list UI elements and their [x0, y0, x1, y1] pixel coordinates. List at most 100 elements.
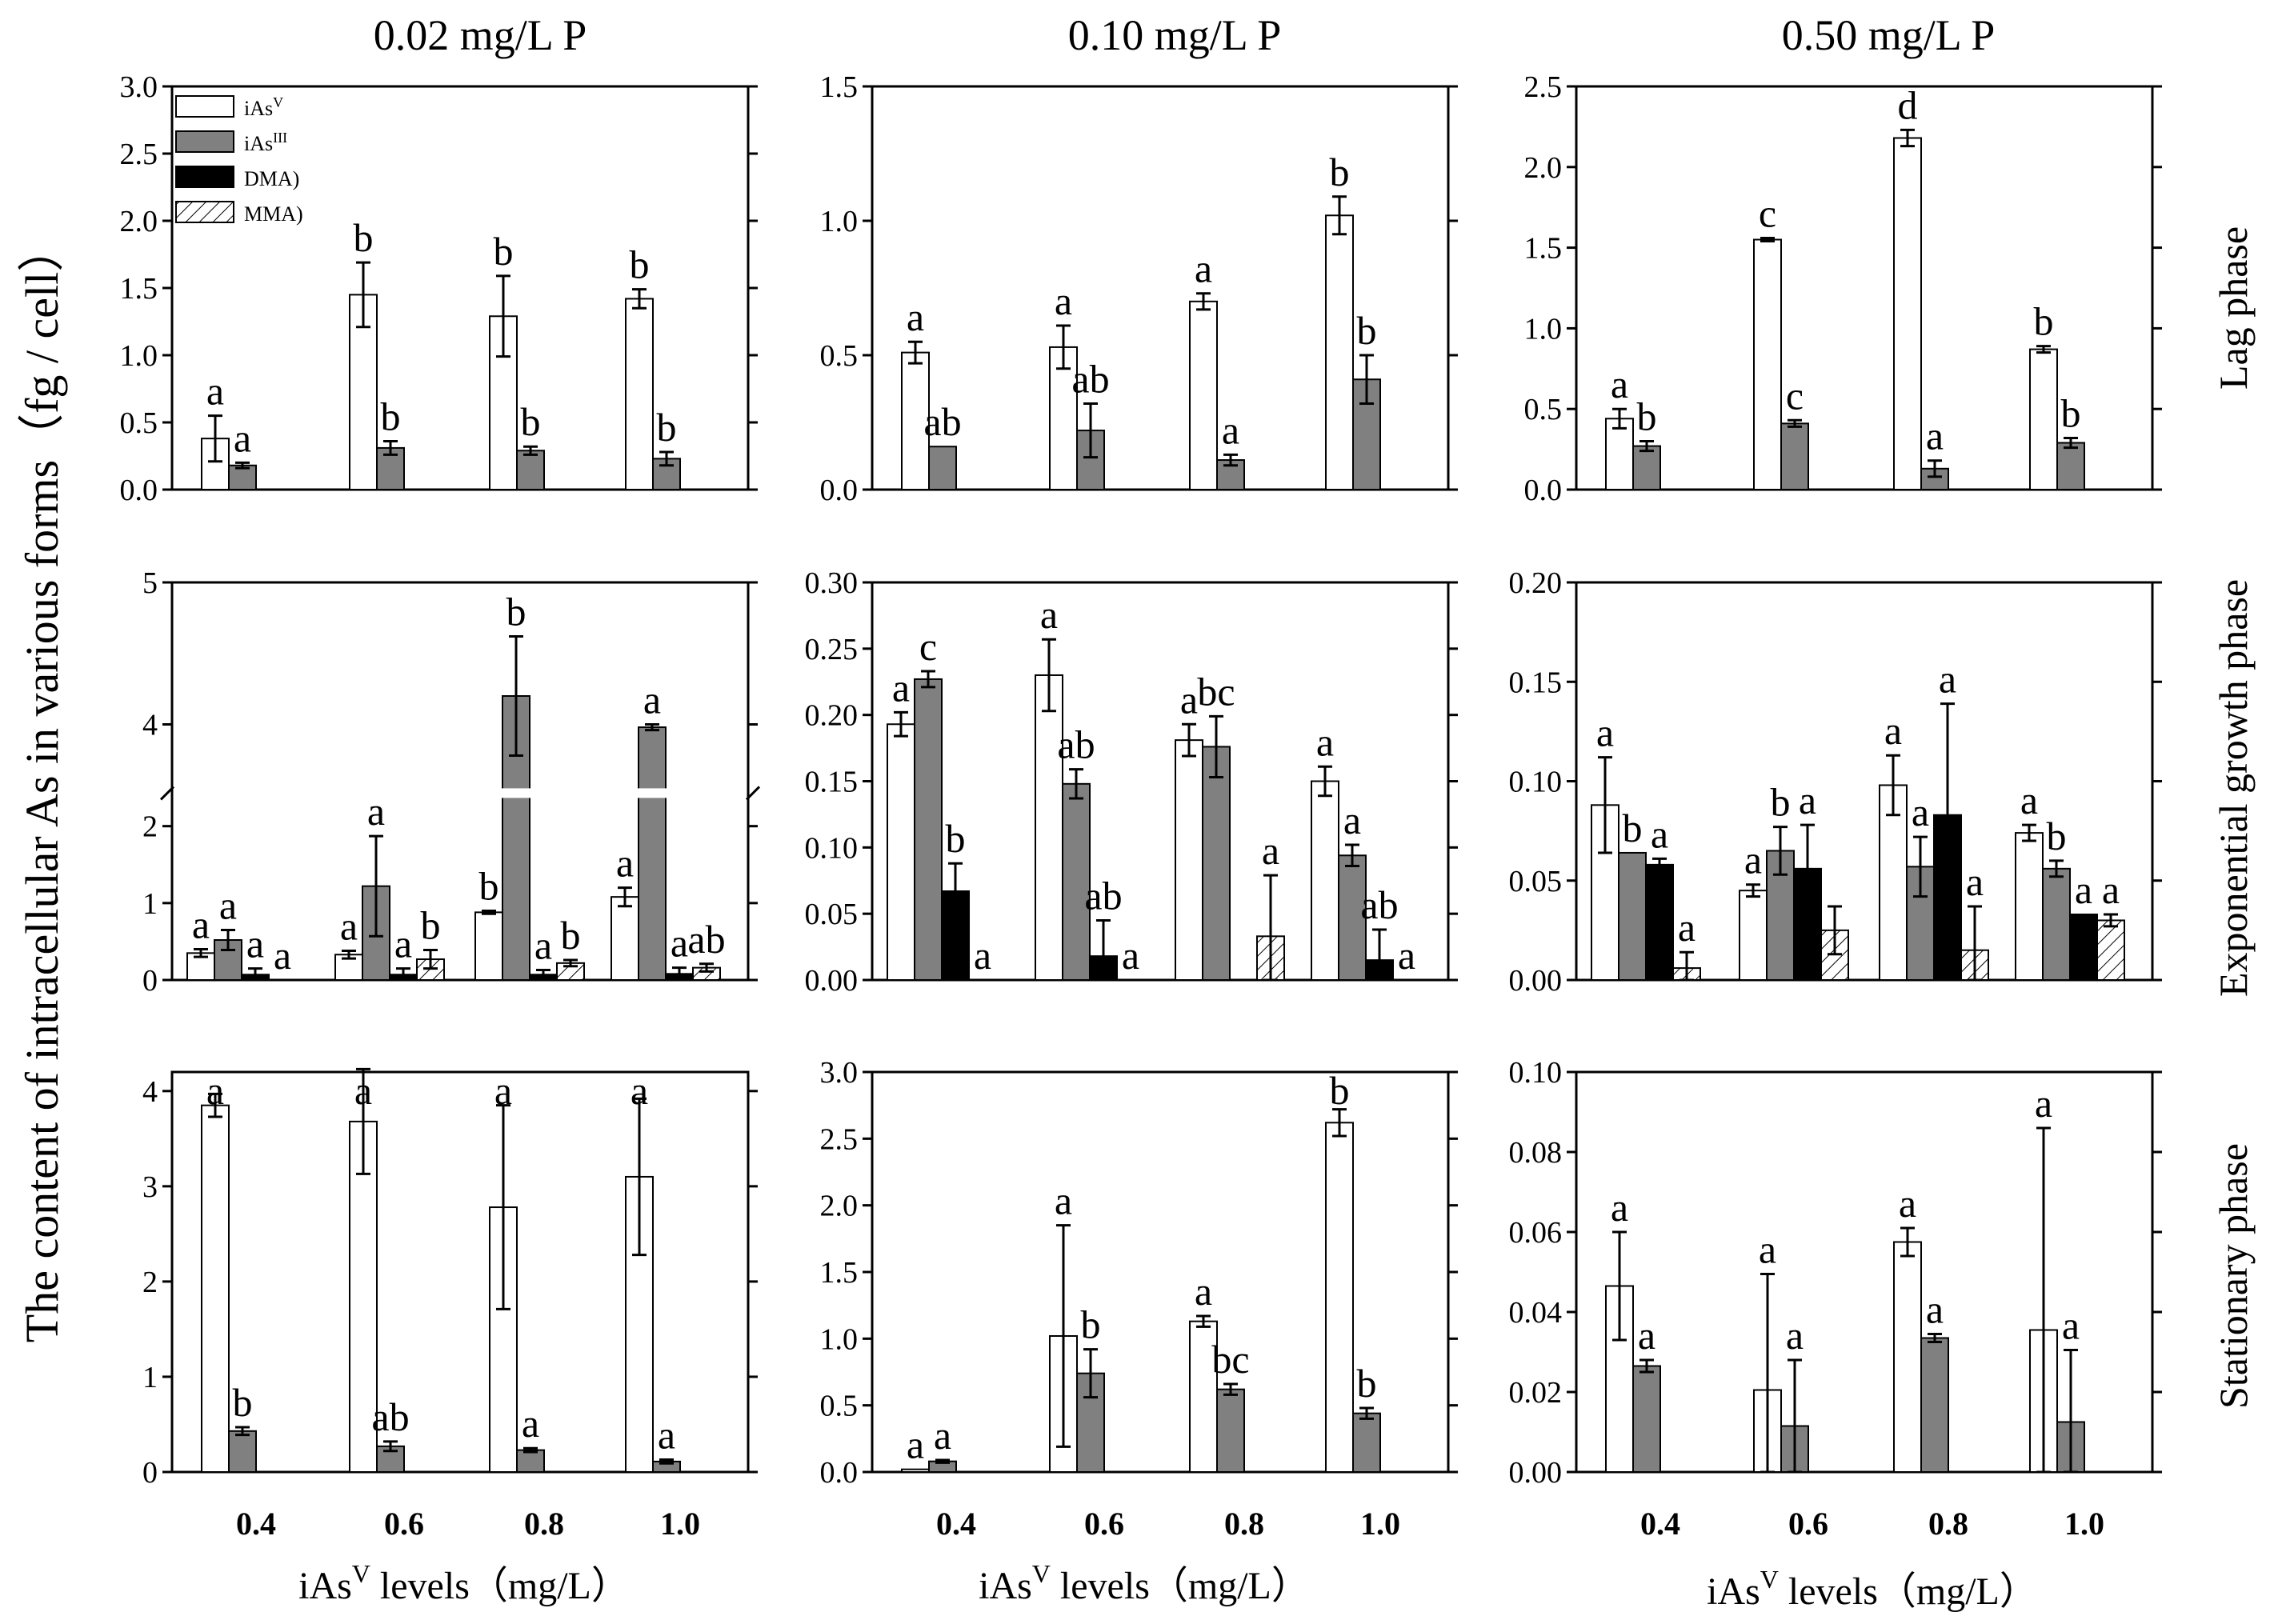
significance-label: bc: [1197, 669, 1235, 714]
bar-iAsV-1.0: [2029, 348, 2058, 490]
significance-label: a: [1678, 905, 1695, 950]
y-tick-label: 0.15: [1509, 666, 1563, 699]
y-tick-label: 0.20: [805, 699, 859, 733]
significance-label: a: [494, 1068, 512, 1113]
bar-iAsV-0.4: [887, 723, 915, 981]
bar-iAsV-0.8: [474, 911, 503, 982]
y-tick-label: 0.0: [820, 1456, 859, 1490]
significance-label: a: [1912, 790, 1929, 834]
significance-label: a: [367, 789, 385, 834]
significance-label: a: [631, 1068, 648, 1113]
y-tick-label: 0.5: [1524, 393, 1563, 426]
bar-iAsIII-0.8: [1216, 1388, 1245, 1473]
bar-iAsIII-0.6: [1062, 782, 1091, 982]
y-tick-label: 0.02: [1509, 1376, 1563, 1410]
row-label-exponential: Exponential growth phase: [2211, 579, 2256, 997]
bar-iAsV-1.0: [1311, 780, 1339, 981]
significance-label: b: [1330, 1068, 1350, 1113]
significance-label: b: [2061, 390, 2081, 435]
y-tick-label: 0.0: [820, 474, 859, 507]
y-tick-label: 1.5: [820, 70, 859, 104]
column-title-1: 0.02 mg/L P: [374, 11, 587, 59]
y-tick-label: 2.0: [1524, 151, 1563, 185]
legend: iAsV iAsIII DMA) MMA): [175, 94, 303, 226]
x-tick-label: 1.0: [1360, 1506, 1400, 1542]
column-title-2: 0.10 mg/L P: [1068, 11, 1282, 59]
bar-iAsIII-0.8: [1920, 1337, 1949, 1473]
significance-label: b: [946, 816, 966, 861]
y-tick-label: 4: [142, 709, 158, 742]
significance-label: b: [506, 589, 526, 634]
bar-iAsIII-0.4: [928, 446, 957, 490]
y-tick-label: 3.0: [120, 70, 158, 104]
bar-iAsV-0.4: [901, 1468, 930, 1473]
axis-break-mark: [159, 786, 175, 801]
x-tick-label: 1.0: [2064, 1506, 2104, 1542]
significance-label: a: [219, 882, 237, 927]
y-tick-label: 2.5: [120, 138, 158, 171]
bar-iAsIII-1.0: [2056, 442, 2085, 491]
bar-iAsIII-1.0: [2042, 867, 2071, 981]
bar-iAsIII-0.4: [228, 1430, 257, 1474]
bar-iAsV-1.0: [2015, 832, 2044, 981]
bar-iAsIII-0.8: [516, 450, 545, 491]
y-tick-label: 0.00: [805, 964, 859, 998]
plot-frame: [170, 581, 750, 982]
row-label-lag: Lag phase: [2211, 226, 2256, 390]
bar-break-gap: [637, 788, 667, 798]
significance-label: a: [1744, 838, 1762, 882]
significance-label: a: [2020, 778, 2038, 822]
significance-label: b: [381, 394, 401, 439]
significance-label: a: [1926, 414, 1944, 458]
y-tick-label: 1.5: [1524, 232, 1563, 266]
significance-label: a: [1195, 246, 1212, 291]
legend-swatch-iasv: [175, 95, 234, 118]
x-tick-label: 0.8: [524, 1506, 564, 1542]
significance-label: a: [1638, 1313, 1655, 1358]
significance-label: b: [233, 1380, 253, 1425]
row-label-stationary: Stationary phase: [2211, 1143, 2256, 1409]
significance-label: a: [234, 415, 251, 460]
significance-label: b: [561, 913, 581, 958]
bar-iAsV-0.8: [1175, 739, 1203, 981]
panel-8: 0.00.51.01.52.02.53.00.4 0.6 0.8 1.0aaababb…: [820, 1056, 1458, 1542]
y-tick-label: 0.15: [805, 766, 859, 799]
y-tick-label: 2.0: [820, 1190, 859, 1223]
y-tick-label: 0.5: [120, 406, 158, 440]
bar-iAsIII-1.0: [1352, 1412, 1381, 1473]
x-tick-label: 0.8: [1224, 1506, 1264, 1542]
significance-label: ab: [1084, 873, 1122, 918]
significance-label: c: [919, 624, 937, 669]
significance-label: a: [1180, 677, 1198, 722]
significance-label: a: [1316, 719, 1334, 764]
significance-label: a: [2035, 1081, 2052, 1126]
significance-label: b: [1081, 1302, 1101, 1347]
significance-label: a: [1651, 811, 1668, 856]
y-tick-label: 3.0: [820, 1056, 859, 1090]
y-axis-label: The content of intracellular As in vario…: [16, 226, 68, 1342]
significance-label: a: [1966, 859, 1984, 904]
y-tick-label: 5: [142, 566, 158, 600]
bar-iAsIII-0.4: [914, 678, 943, 981]
bar-iAsIII-0.4: [228, 464, 257, 491]
significance-label: bc: [1211, 1337, 1249, 1382]
legend-label-dma: DMA): [244, 167, 299, 190]
y-tick-label: 0.0: [120, 474, 158, 507]
significance-label: a: [206, 369, 224, 414]
y-tick-label: 0.5: [820, 339, 859, 373]
significance-label: a: [1899, 1181, 1916, 1226]
legend-swatch-iasiii: [175, 130, 234, 153]
bar-iAsV-0.8: [1893, 137, 1922, 490]
y-tick-label: 0.10: [805, 831, 859, 865]
y-tick-label: 0.05: [805, 898, 859, 931]
significance-label: a: [1596, 710, 1614, 755]
significance-label: a: [658, 1413, 675, 1458]
significance-label: b: [1771, 780, 1791, 825]
significance-label: b: [1357, 308, 1377, 353]
significance-label: a: [206, 1068, 224, 1113]
bar-DMA-0.4: [1645, 863, 1674, 981]
significance-label: ab: [687, 917, 725, 962]
